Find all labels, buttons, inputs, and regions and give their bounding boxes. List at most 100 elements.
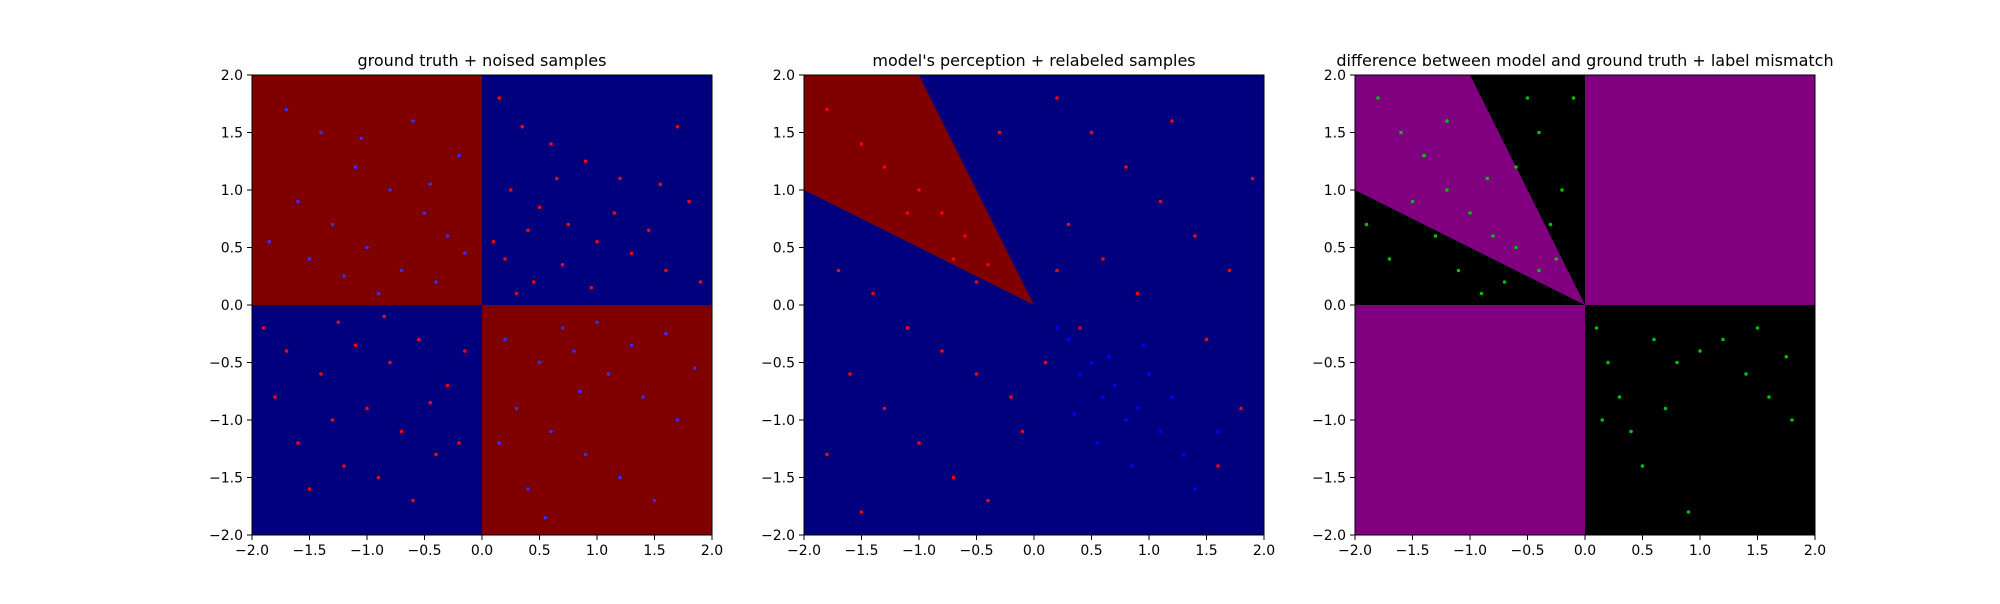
- data-point: [629, 251, 634, 256]
- data-point: [416, 337, 421, 342]
- data-point: [462, 251, 467, 256]
- data-point: [543, 515, 548, 520]
- y-tick-label: −1.0: [761, 413, 795, 429]
- data-point: [1216, 429, 1220, 434]
- data-point: [462, 349, 467, 353]
- y-tick-label: 2.0: [773, 68, 795, 84]
- x-tick-label: −2.0: [235, 543, 269, 559]
- y-tick-label: 0.5: [773, 241, 795, 257]
- plot-area: [1355, 75, 1815, 535]
- data-point: [1767, 395, 1771, 399]
- data-point: [457, 153, 461, 158]
- data-point: [549, 429, 553, 434]
- data-point: [1364, 222, 1369, 227]
- y-tick-label: 0.0: [773, 298, 795, 314]
- data-point: [1216, 464, 1220, 468]
- data-point: [1066, 337, 1071, 342]
- y-tick-label: 0.5: [221, 241, 243, 257]
- y-tick-label: −1.0: [209, 413, 243, 429]
- data-point: [330, 418, 335, 422]
- y-tick-label: −0.5: [1312, 356, 1346, 372]
- region-quadrant-top-left: [252, 75, 482, 305]
- y-tick-label: −2.0: [1312, 528, 1346, 544]
- x-tick-label: −0.5: [960, 543, 994, 559]
- data-point: [986, 262, 990, 267]
- y-tick-label: 0.5: [1324, 241, 1346, 257]
- x-tick-label: 1.0: [586, 543, 608, 559]
- data-point: [1055, 96, 1059, 100]
- y-tick-label: −1.0: [1312, 413, 1346, 429]
- y-tick-label: 0.0: [1324, 298, 1346, 314]
- data-point: [411, 498, 415, 503]
- data-point: [652, 498, 657, 503]
- data-point: [1066, 222, 1071, 227]
- data-point: [388, 360, 392, 365]
- data-point: [422, 211, 427, 215]
- data-point: [1784, 354, 1789, 359]
- data-point: [1129, 464, 1134, 468]
- x-tick-label: 0.0: [1574, 543, 1596, 559]
- data-point: [1078, 326, 1082, 330]
- data-point: [376, 291, 381, 296]
- data-point: [342, 274, 346, 279]
- series-1: [261, 96, 703, 503]
- data-point: [1135, 291, 1140, 296]
- data-point: [353, 165, 358, 169]
- series-2: [1055, 326, 1220, 491]
- data-point: [1227, 268, 1232, 273]
- data-point: [963, 234, 967, 238]
- data-point: [560, 326, 565, 330]
- data-point: [664, 331, 668, 336]
- data-point: [1055, 268, 1059, 273]
- data-point: [917, 441, 921, 445]
- data-point: [1445, 119, 1449, 123]
- data-point: [1686, 510, 1691, 514]
- series-1: [1364, 96, 1794, 514]
- x-tick-label: −0.5: [408, 543, 442, 559]
- data-point: [658, 182, 663, 187]
- data-point: [399, 429, 404, 434]
- data-point: [675, 418, 680, 422]
- data-point: [434, 280, 438, 284]
- region-quadrant-bottom-left: [1355, 305, 1585, 535]
- data-point: [1571, 96, 1576, 100]
- x-tick-label: −0.5: [1511, 543, 1545, 559]
- data-point: [365, 245, 369, 250]
- data-point: [675, 124, 680, 129]
- x-tick-label: 0.5: [528, 543, 550, 559]
- data-point: [1755, 326, 1760, 330]
- data-point: [319, 130, 323, 135]
- data-point: [595, 320, 599, 325]
- data-point: [560, 262, 565, 267]
- x-tick-label: −1.0: [1453, 543, 1487, 559]
- data-point: [503, 257, 507, 261]
- data-point: [1721, 337, 1725, 342]
- data-point: [1525, 96, 1530, 100]
- data-point: [577, 389, 582, 394]
- y-tick-label: 0.0: [221, 298, 243, 314]
- x-tick-label: 2.0: [1253, 543, 1275, 559]
- x-tick-label: 1.5: [643, 543, 665, 559]
- data-point: [1009, 395, 1013, 399]
- data-point: [1548, 222, 1553, 227]
- data-point: [825, 107, 829, 112]
- data-point: [917, 188, 921, 192]
- data-point: [974, 372, 979, 376]
- data-point: [882, 406, 887, 411]
- data-point: [1112, 383, 1117, 388]
- data-point: [434, 452, 438, 457]
- data-point: [1502, 280, 1507, 284]
- y-tick-label: −0.5: [209, 356, 243, 372]
- data-point: [825, 452, 829, 457]
- region-quadrant-top-right: [1585, 75, 1815, 305]
- y-tick-label: 2.0: [1324, 68, 1346, 84]
- data-point: [353, 343, 358, 348]
- x-tick-label: 0.5: [1631, 543, 1653, 559]
- y-tick-label: 1.0: [773, 183, 795, 199]
- data-point: [1600, 418, 1605, 422]
- data-point: [1124, 418, 1128, 422]
- chart-title: model's perception + relabeled samples: [872, 51, 1195, 70]
- data-point: [284, 107, 289, 112]
- data-point: [1433, 234, 1438, 238]
